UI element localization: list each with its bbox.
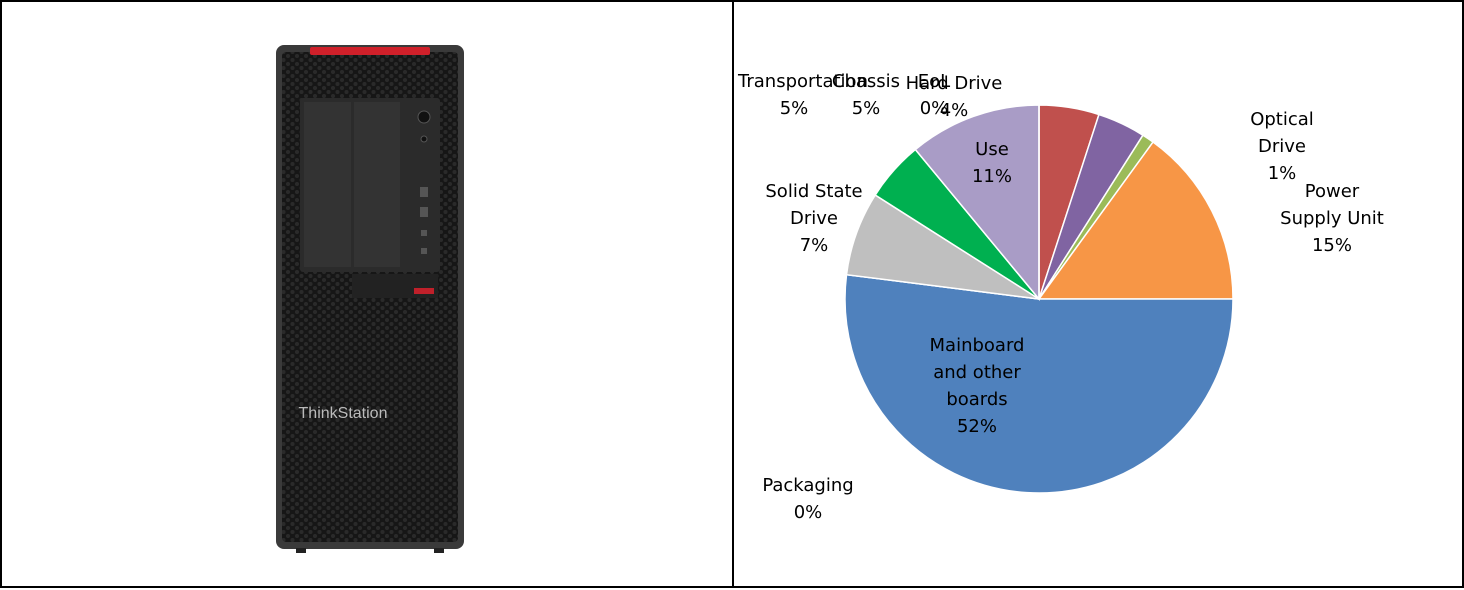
slice-label: Mainboard and other boards 52% bbox=[921, 332, 1033, 440]
slice-name: Transportation bbox=[738, 71, 868, 92]
slice-label: Use 11% bbox=[936, 136, 1048, 190]
slice-label: Power Supply Unit 15% bbox=[1276, 178, 1388, 259]
pie-slice bbox=[914, 104, 1040, 302]
slice-name: Solid State Drive bbox=[765, 181, 863, 229]
slice-value-label: 15% bbox=[1311, 235, 1352, 256]
chart-cell: Chassis 5% Hard Drive 4% Optical Drive 1% Powe… bbox=[734, 2, 1462, 586]
slice-value-label: 5% bbox=[779, 98, 809, 119]
product-image-cell: ThinkStation bbox=[2, 2, 734, 586]
slice-label: Hard Drive 4% bbox=[898, 70, 1010, 124]
slice-label: Packaging 0% bbox=[752, 472, 864, 526]
slice-value-label: 4% bbox=[939, 100, 969, 121]
slice-name: Use bbox=[975, 139, 1009, 160]
slice-value-label: 0% bbox=[793, 502, 823, 523]
slice-value-label: 0% bbox=[919, 98, 949, 119]
slice-name: Chassis bbox=[831, 71, 901, 92]
slice-value-label: 1% bbox=[1267, 163, 1297, 184]
slice-label: Solid State Drive 7% bbox=[758, 178, 870, 259]
svg-text:ThinkStation: ThinkStation bbox=[299, 405, 388, 422]
slice-label: Optical Drive 1% bbox=[1226, 106, 1338, 187]
slice-label: Chassis 5% bbox=[810, 68, 922, 122]
workstation-image: ThinkStation bbox=[276, 45, 464, 553]
slice-name: Power Supply Unit bbox=[1280, 181, 1384, 229]
slice-name: Packaging bbox=[762, 475, 854, 496]
slice-value-label: 52% bbox=[956, 416, 997, 437]
slice-value-label: 5% bbox=[851, 98, 881, 119]
slice-name: Mainboard and other boards bbox=[929, 335, 1025, 410]
slice-value-label: 11% bbox=[971, 166, 1012, 187]
pie-chart bbox=[844, 104, 1234, 494]
pie-slice bbox=[844, 273, 1234, 494]
slice-label: Transportation 5% bbox=[738, 68, 868, 122]
pie-slice bbox=[1037, 141, 1234, 300]
slice-label: EoL 0% bbox=[878, 68, 990, 122]
slice-name: Hard Drive bbox=[905, 73, 1003, 94]
slice-value-label: 7% bbox=[799, 235, 829, 256]
slice-name: Optical Drive bbox=[1250, 109, 1314, 157]
slice-name: EoL bbox=[917, 71, 951, 92]
